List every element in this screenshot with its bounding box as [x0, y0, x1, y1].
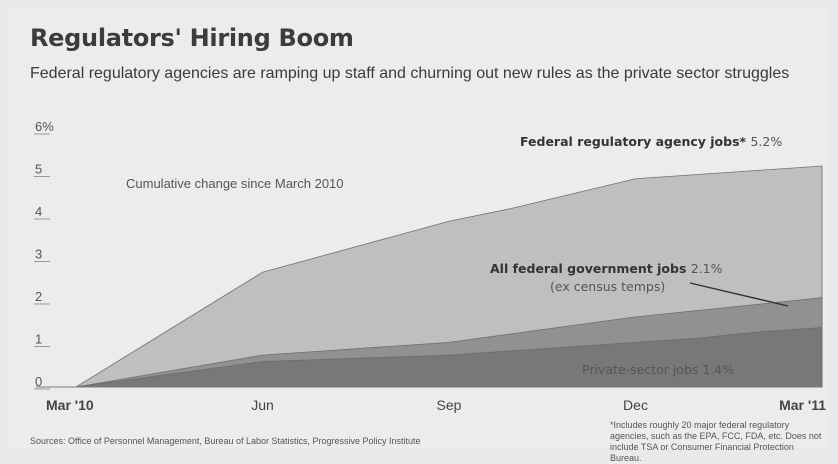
chart-title: Regulators' Hiring Boom	[30, 24, 354, 52]
sources: Sources: Office of Personnel Management,…	[30, 436, 421, 446]
y-tick-label-2: 2	[35, 289, 42, 304]
series-label-1: All federal government jobs 2.1%	[490, 261, 723, 276]
chart-subtitle: Federal regulatory agencies are ramping …	[30, 65, 790, 82]
y-tick-label-3: 3	[35, 247, 42, 262]
series-value-1: 2.1%	[691, 261, 723, 276]
y-tick-label-0: 0	[35, 374, 42, 389]
y-tick-label-1: 1	[35, 332, 42, 347]
series-value-2: 1.4%	[702, 362, 734, 377]
y-tick-label-4: 4	[35, 204, 42, 219]
y-tick-label-6: 6%	[35, 119, 54, 134]
x-tick-label-1: Jun	[251, 397, 274, 413]
series-label-2: Private-sector jobs 1.4%	[582, 362, 734, 377]
x-tick-label-0: Mar '10	[46, 397, 94, 413]
series-value-0: 5.2%	[750, 134, 782, 149]
x-tick-label-3: Dec	[623, 397, 648, 413]
series-note-1: (ex census temps)	[550, 279, 665, 294]
series-label-0: Federal regulatory agency jobs* 5.2%	[520, 134, 782, 149]
chart-annotation: Cumulative change since March 2010	[126, 176, 344, 191]
x-tick-label-2: Sep	[437, 397, 462, 413]
footnote: *Includes roughly 20 major federal regul…	[610, 420, 822, 463]
series-pointer-1	[689, 282, 789, 307]
series-area-2	[75, 327, 823, 388]
x-tick-label-4: Mar '11	[779, 397, 826, 413]
y-tick-label-5: 5	[35, 162, 42, 177]
